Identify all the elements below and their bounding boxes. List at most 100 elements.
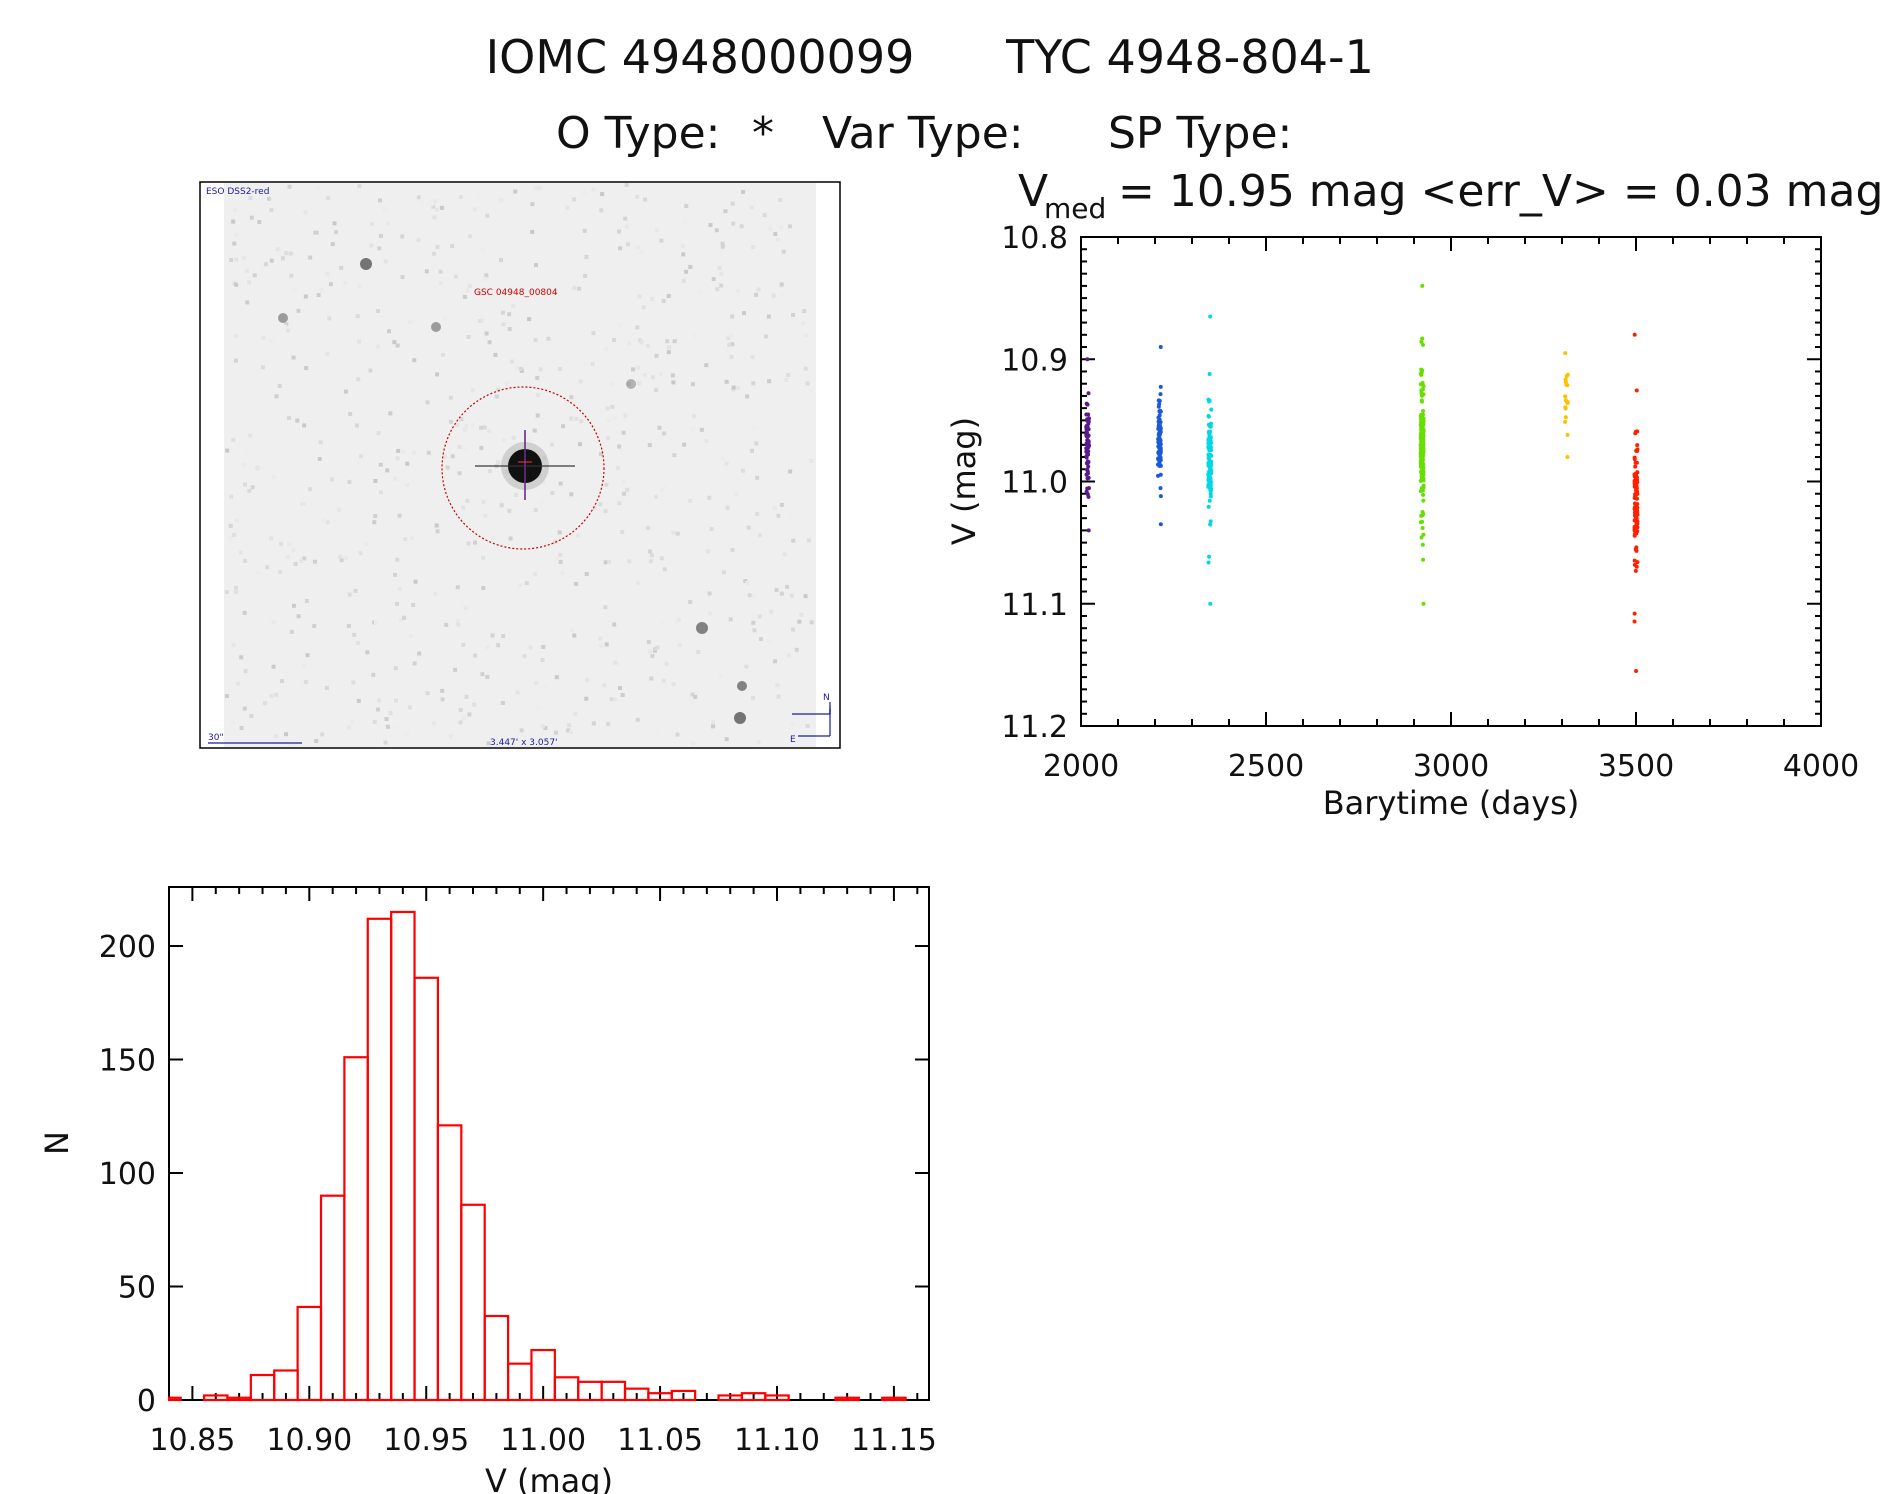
noise-speck [734,492,739,497]
noise-speck [241,255,246,260]
noise-speck [724,461,729,466]
noise-speck [617,229,622,234]
noise-speck [485,645,490,650]
noise-speck [266,196,271,201]
lc-point [1421,512,1426,517]
lc-point [1633,513,1638,518]
noise-speck [394,698,399,703]
noise-speck [486,429,491,434]
noise-speck [554,558,559,563]
noise-speck [328,282,333,287]
lc-point [1206,560,1211,565]
noise-speck [356,339,361,344]
lc-point [1158,384,1163,389]
noise-speck [249,713,254,718]
noise-speck [402,615,407,620]
noise-speck [715,287,720,292]
noise-speck [263,262,268,267]
noise-speck [435,529,440,534]
noise-speck [528,645,533,650]
noise-speck [397,586,402,591]
noise-speck [613,660,618,665]
noise-speck [684,444,689,449]
noise-speck [392,340,397,345]
noise-speck [355,641,360,646]
noise-speck [242,706,247,711]
lc-point [1419,427,1424,432]
noise-speck [606,436,611,441]
noise-speck [334,230,339,235]
lc-point [1086,433,1091,438]
lc-point [1208,601,1213,606]
lc-point [1085,471,1090,476]
noise-speck [263,701,268,706]
lc-point [1421,420,1426,425]
noise-speck [631,367,636,372]
lc-point [1420,542,1425,547]
noise-speck [231,642,236,647]
lc-point [1419,469,1424,474]
noise-speck [787,224,792,229]
noise-speck [329,477,334,482]
noise-speck [542,456,547,461]
noise-speck [745,581,750,586]
noise-speck [473,653,478,658]
noise-speck [720,244,725,249]
noise-speck [373,620,378,625]
noise-speck [538,367,543,372]
noise-speck [481,499,486,504]
noise-speck [269,338,274,343]
noise-speck [636,580,641,585]
noise-speck [511,303,516,308]
noise-speck [664,661,669,666]
noise-speck [471,610,476,615]
noise-speck [584,696,589,701]
noise-speck [302,501,307,506]
noise-speck [248,433,253,438]
noise-speck [603,560,608,565]
noise-speck [321,518,326,523]
noise-speck [465,288,470,293]
noise-speck [646,525,651,530]
noise-speck [522,654,527,659]
lc-point [1207,424,1212,429]
noise-speck [625,242,630,247]
noise-speck [407,705,412,710]
noise-speck [445,465,450,470]
noise-speck [637,294,642,299]
noise-speck [378,233,383,238]
noise-speck [718,673,723,678]
lc-point [1565,383,1570,388]
noise-speck [641,305,646,310]
noise-speck [461,642,466,647]
noise-speck [609,697,614,702]
noise-speck [322,630,327,635]
noise-speck [425,400,430,405]
noise-speck [291,548,296,553]
noise-speck [466,541,471,546]
noise-speck [726,336,731,341]
noise-speck [527,317,532,322]
compass-east: E [790,735,796,745]
noise-speck [620,692,625,697]
noise-speck [697,288,702,293]
noise-speck [284,732,289,737]
noise-speck [649,676,654,681]
noise-speck [229,494,234,499]
noise-speck [617,444,622,449]
noise-speck [659,556,664,561]
noise-speck [508,536,513,541]
lc-point [1634,564,1639,569]
lc-point [1208,314,1213,319]
lc-x-tick-label: 4000 [1783,749,1859,784]
noise-speck [706,549,711,554]
noise-speck [561,424,566,429]
hist-bar [670,1389,697,1402]
noise-speck [426,450,431,455]
noise-speck [648,649,653,654]
lc-point [1157,423,1162,428]
lc-point [1085,357,1090,362]
lc-point [1158,486,1163,491]
noise-speck [261,335,266,340]
noise-speck [372,520,377,525]
